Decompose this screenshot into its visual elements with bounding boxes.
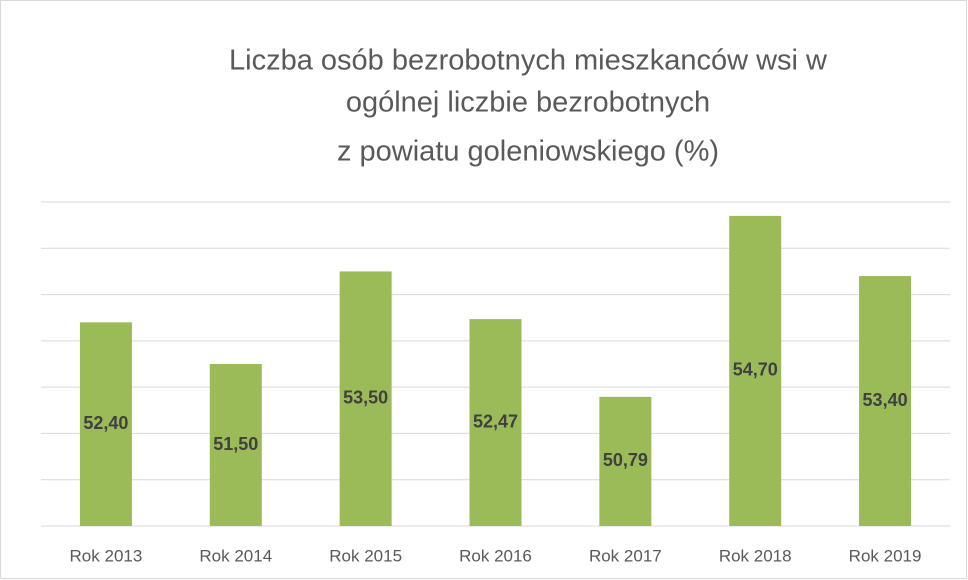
x-tick-label: Rok 2015 [329, 546, 402, 565]
bar [209, 364, 262, 526]
chart-title: Liczba osób bezrobotnych mieszkanców wsi… [229, 45, 828, 77]
x-tick-label: Rok 2019 [849, 546, 922, 565]
bar [729, 215, 782, 526]
bar [599, 396, 652, 526]
x-tick-label: Rok 2016 [459, 546, 532, 565]
x-tick-label: Rok 2018 [719, 546, 792, 565]
data-label: 53,50 [343, 387, 388, 407]
chart-title: ogólnej liczbie bezrobotnych [346, 87, 710, 119]
chart-title: z powiatu goleniowskiego (%) [337, 136, 719, 168]
x-tick-label: Rok 2013 [70, 546, 143, 565]
data-label: 53,40 [863, 390, 908, 410]
bar [859, 276, 912, 526]
data-label: 50,79 [603, 450, 648, 470]
bar [79, 322, 132, 526]
bar [339, 271, 392, 526]
x-tick-label: Rok 2017 [589, 546, 662, 565]
data-label: 52,40 [83, 413, 128, 433]
data-label: 54,70 [733, 360, 778, 380]
bar [469, 319, 522, 526]
data-label: 52,47 [473, 411, 518, 431]
data-label: 51,50 [213, 434, 258, 454]
x-tick-label: Rok 2014 [199, 546, 272, 565]
